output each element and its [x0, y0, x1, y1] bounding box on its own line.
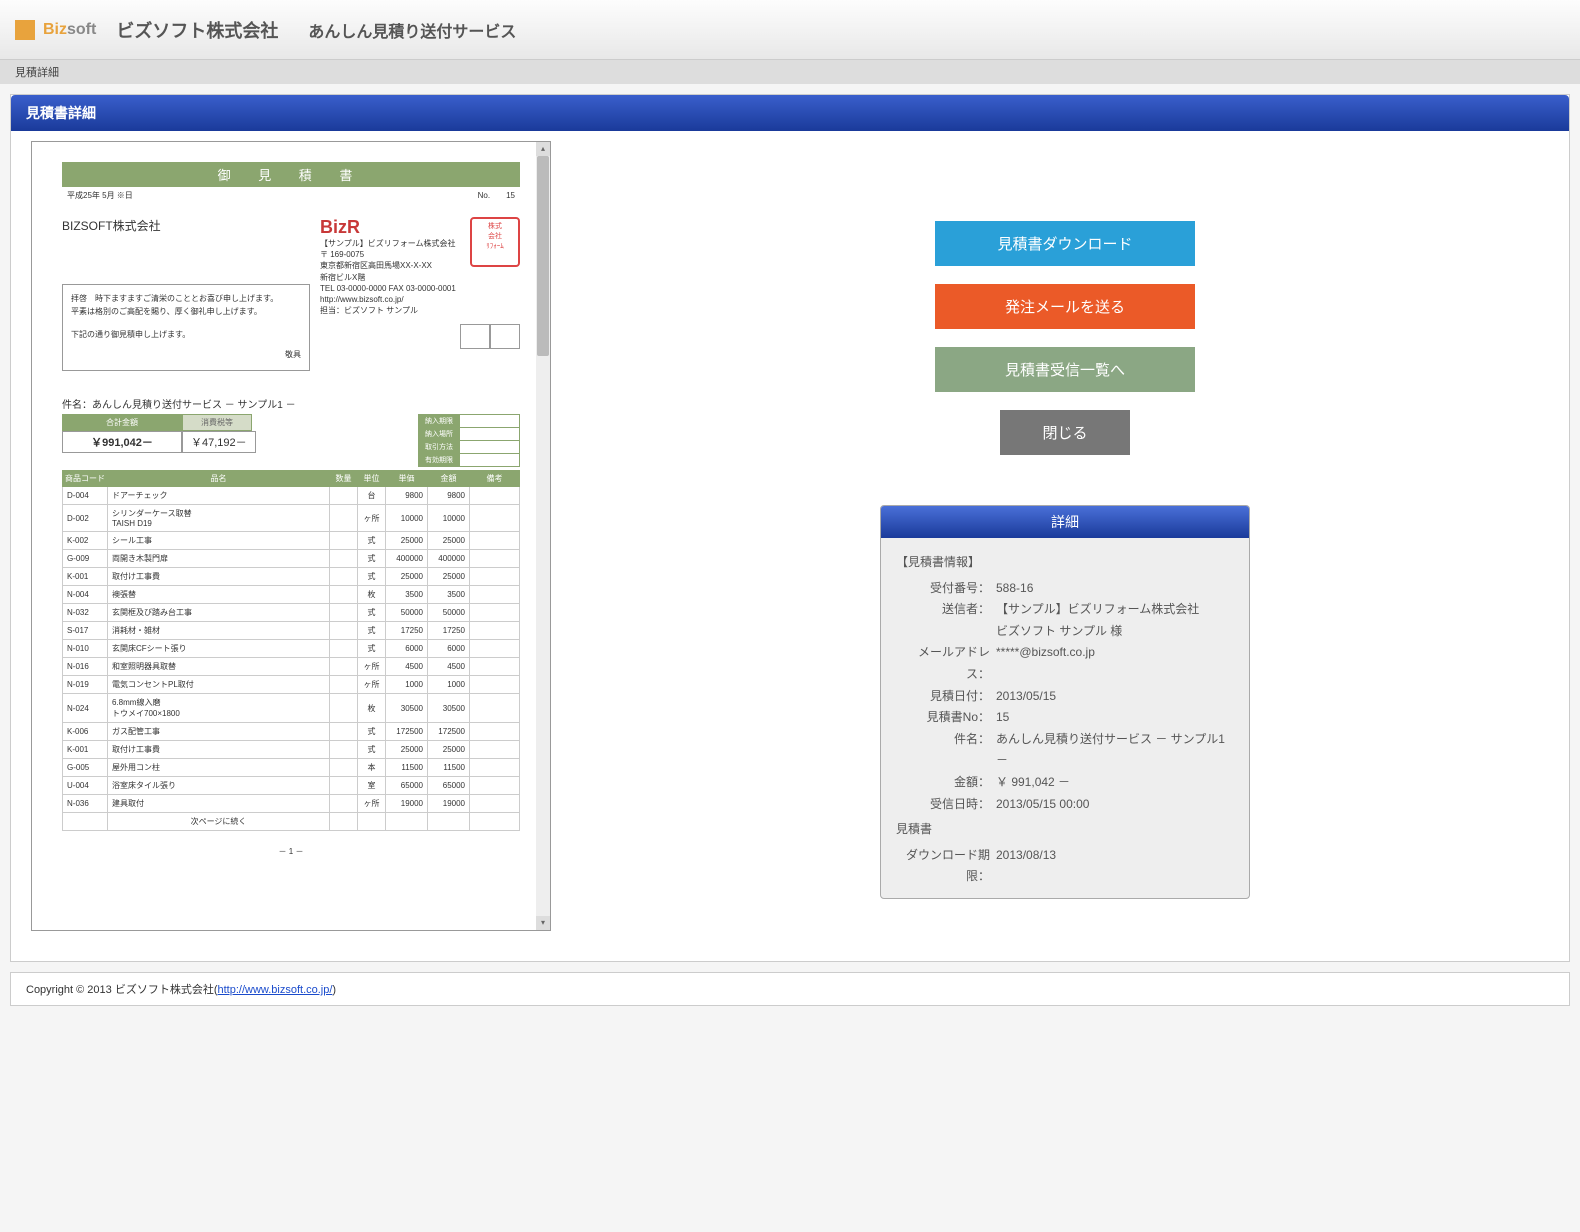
panel-title: 見積書詳細 [11, 95, 1569, 131]
detail-row: 送信者：【サンプル】ビズリフォーム株式会社 ビズソフト サンプル 様 [896, 599, 1234, 642]
scroll-thumb[interactable] [537, 156, 549, 356]
doc-greeting: 拝啓 時下ますますご清栄のこととお喜び申し上げます。 平素は格別のご高配を賜り、… [62, 284, 310, 371]
table-row: K-001取付け工事費式2500025000 [63, 568, 520, 586]
detail-row: 受信日時：2013/05/15 00:00 [896, 794, 1234, 816]
logo: Bizsoft [15, 20, 96, 40]
scrollbar[interactable]: ▴ ▾ [536, 142, 550, 930]
doc-customer: BIZSOFT株式会社 [62, 217, 310, 234]
stamp-boxes [320, 324, 520, 349]
table-row: K-002シール工事式2500025000 [63, 532, 520, 550]
table-row: U-004浴室床タイル張り室6500065000 [63, 777, 520, 795]
inbox-button[interactable]: 見積書受信一覧へ [935, 347, 1195, 392]
document-viewer[interactable]: 御 見 積 書 平成25年 5月 ※日 No. 15 BIZSOFT株式会社 拝… [31, 141, 551, 931]
detail-section-2: 見積書 [896, 819, 1234, 841]
document-page: 御 見 積 書 平成25年 5月 ※日 No. 15 BIZSOFT株式会社 拝… [32, 142, 550, 877]
doc-title: 御 見 積 書 [62, 162, 520, 187]
main-panel: 見積書詳細 御 見 積 書 平成25年 5月 ※日 No. 15 BIZSOFT… [10, 94, 1570, 962]
table-row: S-017消耗材・雑材式1725017250 [63, 622, 520, 640]
table-row: N-036建具取付ヶ所1900019000 [63, 795, 520, 813]
company-seal-icon: 株式会社ﾘﾌｫｰﾑ [470, 217, 520, 267]
table-row: N-0246.8mm線入磨 トウメイ700×1800枚3050030500 [63, 694, 520, 723]
line-items-table: 商品コード 品名 数量 単位 単価 金額 備考 D-004ドアーチェック台980… [62, 470, 520, 831]
table-row: D-002シリンダーケース取替 TAISH D19ヶ所1000010000 [63, 505, 520, 532]
scroll-up-icon[interactable]: ▴ [536, 142, 550, 156]
detail-panel: 詳細 【見積書情報】 受付番号：588-16送信者：【サンプル】ビズリフォーム株… [880, 505, 1250, 899]
table-row: K-001取付け工事費式2500025000 [63, 741, 520, 759]
footer-link[interactable]: http://www.bizsoft.co.jp/ [217, 984, 332, 996]
detail-row: 件名：あんしん見積り送付サービス － サンプル1 － [896, 729, 1234, 772]
detail-body: 【見積書情報】 受付番号：588-16送信者：【サンプル】ビズリフォーム株式会社… [881, 538, 1249, 898]
service-name: あんしん見積り送付サービス [308, 18, 516, 42]
table-row: N-032玄関框及び踏み台工事式5000050000 [63, 604, 520, 622]
top-header: Bizsoft ビズソフト株式会社 あんしん見積り送付サービス [0, 0, 1580, 60]
doc-subject: 件名：あんしん見積り送付サービス － サンプル1 － [62, 396, 520, 411]
detail-row: ダウンロード期限： 2013/08/13 [896, 845, 1234, 888]
side-panel: 見積書ダウンロード 発注メールを送る 見積書受信一覧へ 閉じる 詳細 【見積書情… [581, 141, 1549, 931]
page-number: － 1 － [62, 846, 520, 857]
close-button[interactable]: 閉じる [1000, 410, 1130, 455]
company-name: ビズソフト株式会社 [116, 17, 278, 43]
detail-title: 詳細 [881, 506, 1249, 538]
doc-date: 平成25年 5月 ※日 [67, 190, 133, 201]
detail-row: 見積書No：15 [896, 707, 1234, 729]
footer: Copyright © 2013 ビズソフト株式会社(http://www.bi… [10, 972, 1570, 1006]
logo-text: Bizsoft [43, 21, 96, 39]
table-row: G-009両開き木製門扉式400000400000 [63, 550, 520, 568]
totals-row: 合計金額 ￥991,042－ 消費税等 ￥47,192－ 納入期限 納入場所 取… [62, 414, 520, 467]
download-button[interactable]: 見積書ダウンロード [935, 221, 1195, 266]
detail-section-1: 【見積書情報】 [896, 552, 1234, 574]
detail-row: 金額：￥ 991,042 － [896, 772, 1234, 794]
detail-row: 見積日付：2013/05/15 [896, 686, 1234, 708]
logo-icon [15, 20, 35, 40]
table-row: D-004ドアーチェック台98009800 [63, 487, 520, 505]
table-row: N-019電気コンセントPL取付ヶ所10001000 [63, 676, 520, 694]
table-row: G-005屋外用コン柱本1150011500 [63, 759, 520, 777]
table-row: K-006ガス配管工事式172500172500 [63, 723, 520, 741]
detail-row: メールアドレス：*****@bizsoft.co.jp [896, 642, 1234, 685]
scroll-down-icon[interactable]: ▾ [536, 916, 550, 930]
breadcrumb: 見積詳細 [0, 60, 1580, 84]
copyright-text: Copyright © 2013 ビズソフト株式会社( [26, 984, 217, 996]
order-mail-button[interactable]: 発注メールを送る [935, 284, 1195, 329]
sender-logo: BizR [320, 217, 360, 238]
mini-conditions: 納入期限 納入場所 取引方法 有効期限 [418, 414, 520, 467]
table-row: N-004襖張替枚35003500 [63, 586, 520, 604]
table-row: N-016和室照明器具取替ヶ所45004500 [63, 658, 520, 676]
doc-no: No. 15 [478, 190, 515, 201]
doc-date-row: 平成25年 5月 ※日 No. 15 [62, 189, 520, 202]
table-row: N-010玄関床CFシート張り式60006000 [63, 640, 520, 658]
detail-row: 受付番号：588-16 [896, 578, 1234, 600]
